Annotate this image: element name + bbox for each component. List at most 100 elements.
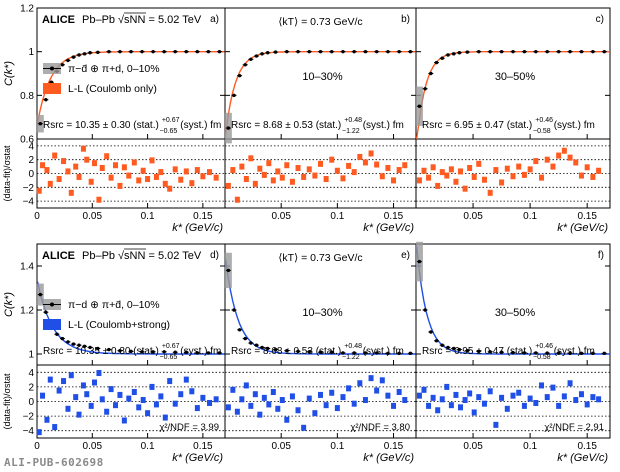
- residual-box: [149, 157, 155, 164]
- y-tick-label: 0.8: [20, 91, 34, 102]
- y-tick-label: 1.4: [20, 262, 34, 273]
- residual-box: [458, 168, 464, 175]
- residual-box: [113, 162, 119, 169]
- residual-tick-label: 4: [28, 141, 34, 152]
- data-point: [107, 347, 111, 352]
- residual-box: [340, 394, 346, 401]
- data-point: [307, 350, 311, 354]
- data-point: [151, 49, 155, 54]
- data-point: [273, 50, 278, 54]
- data-point: [318, 49, 323, 54]
- panel-tag: d): [210, 250, 219, 261]
- residual-box: [561, 393, 567, 400]
- kt-label: ⟨kT⟩ = 0.73 GeV/c: [278, 252, 362, 264]
- data-point: [77, 53, 81, 57]
- panel-f: 0.05 0.1 0.15k* (GeV/c) f) 30–50% Rsrc = 6.95…: [415, 241, 611, 464]
- data-point: [265, 346, 270, 351]
- x-tick-label: 0.15: [193, 211, 213, 222]
- residual-box: [504, 165, 510, 172]
- residual-box: [329, 389, 335, 396]
- data-point: [243, 63, 247, 67]
- data-point: [232, 93, 236, 98]
- x-axis-label: k* (GeV/c): [172, 452, 223, 464]
- data-point: [374, 351, 379, 355]
- radius-syst-up: +0.67: [162, 117, 180, 124]
- collision-label: Pb–Pb: [82, 250, 115, 262]
- residual-box: [36, 187, 42, 194]
- data-point: [451, 346, 456, 351]
- residual-box: [487, 388, 493, 395]
- residual-box: [149, 383, 155, 390]
- data-point: [446, 345, 450, 350]
- data-point: [330, 350, 334, 354]
- radius-syst-up: +0.46: [535, 343, 553, 350]
- residual-box: [56, 387, 62, 394]
- residual-box: [99, 396, 105, 403]
- residual-box: [471, 173, 477, 180]
- residual-box: [556, 402, 562, 409]
- data-point: [260, 345, 264, 350]
- residual-box: [84, 156, 90, 163]
- residual-box: [379, 377, 385, 384]
- radius-syst-up: +0.46: [535, 117, 553, 124]
- residual-tick-label: 4: [28, 368, 34, 379]
- residual-box: [121, 164, 127, 171]
- residual-box: [362, 397, 368, 404]
- data-point: [44, 98, 48, 102]
- data-point: [38, 122, 43, 126]
- data-point: [243, 336, 247, 341]
- residual-box: [430, 394, 436, 401]
- residual-box: [556, 152, 562, 159]
- residual-box: [368, 150, 374, 157]
- residual-box: [289, 178, 295, 185]
- radius-tail: (syst.) fm: [363, 120, 404, 131]
- residual-box: [172, 166, 178, 173]
- data-point: [457, 347, 462, 352]
- residual-box: [234, 196, 240, 203]
- residual-box: [295, 164, 301, 171]
- residual-box: [257, 411, 263, 418]
- residual-box: [178, 176, 184, 183]
- radius-tail: (syst.) fm: [180, 346, 221, 357]
- residual-box: [421, 386, 427, 393]
- data-point: [477, 349, 481, 354]
- panel-tag: b): [401, 14, 410, 25]
- residual-box: [567, 154, 573, 161]
- residual-box: [312, 172, 318, 179]
- residual-box: [544, 394, 550, 401]
- data-point: [173, 49, 177, 54]
- residual-box: [533, 399, 539, 406]
- residual-box: [539, 382, 545, 389]
- radius-main: Rsrc = 6.95 ± 0.47 (stat.): [422, 120, 532, 131]
- collision-label: Pb–Pb: [82, 14, 115, 26]
- data-point: [118, 349, 122, 353]
- centrality-label: 10–30%: [302, 307, 343, 319]
- data-point: [60, 336, 65, 341]
- residual-box: [84, 391, 90, 398]
- data-point: [446, 53, 450, 57]
- data-point: [118, 49, 122, 54]
- residual-box: [52, 152, 58, 159]
- data-point: [129, 349, 133, 354]
- residual-tick-label: 0: [28, 397, 34, 408]
- data-point: [44, 310, 48, 314]
- data-point: [522, 351, 527, 355]
- residual-box: [374, 161, 380, 168]
- residual-box: [239, 163, 245, 170]
- x-axis-label: k* (GeV/c): [557, 452, 608, 464]
- residual-box: [416, 177, 422, 184]
- residual-tick-label: −2: [23, 183, 35, 194]
- x-tick-label: 0.15: [384, 211, 404, 222]
- x-tick-label: 0: [34, 211, 40, 222]
- residual-box: [351, 400, 357, 407]
- residual-box: [52, 424, 58, 431]
- residual-box: [183, 376, 189, 383]
- residual-box: [279, 174, 285, 181]
- centrality-label: 30–50%: [495, 71, 536, 83]
- x-tick-label: 0.05: [271, 441, 291, 452]
- residual-box: [458, 404, 464, 411]
- residual-box: [578, 172, 584, 179]
- data-point: [296, 49, 300, 54]
- residual-box: [117, 391, 123, 398]
